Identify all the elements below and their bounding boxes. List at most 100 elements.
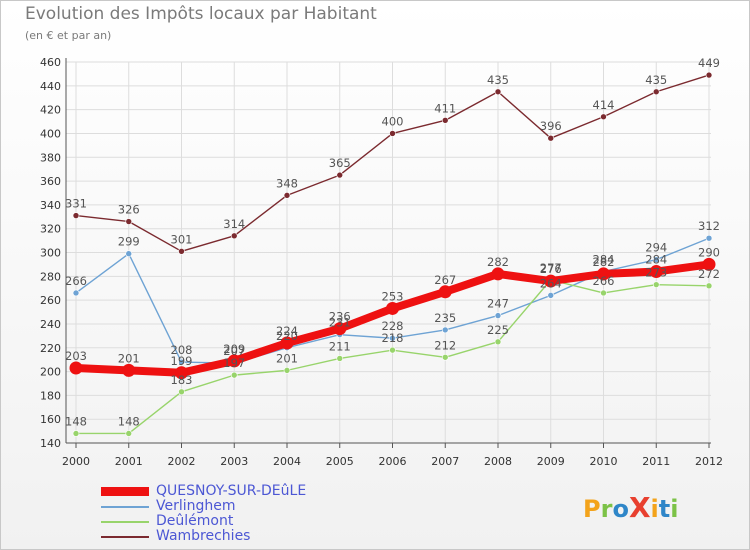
data-label: 183 [171, 373, 193, 387]
x-tick-label: 2005 [326, 455, 354, 468]
x-tick-label: 2003 [220, 455, 248, 468]
x-tick-label: 2011 [642, 455, 670, 468]
data-label: 209 [223, 342, 245, 356]
legend-item: Wambrechies [101, 529, 306, 544]
legend-item: QUESNOY-SUR-DEûLE [101, 484, 306, 499]
data-point [491, 267, 505, 281]
data-label: 266 [65, 274, 87, 288]
data-label: 207 [223, 344, 245, 358]
data-point [386, 301, 399, 315]
data-point [280, 336, 294, 350]
legend-swatch [101, 487, 149, 496]
data-point [441, 117, 449, 124]
data-point [125, 218, 133, 225]
data-label: 266 [593, 274, 615, 288]
y-tick-label: 180 [40, 389, 61, 402]
data-label: 299 [118, 235, 140, 249]
data-point [441, 326, 449, 334]
data-label: 312 [698, 219, 720, 233]
y-tick-label: 200 [40, 366, 61, 379]
data-label: 396 [540, 119, 562, 133]
data-point [494, 338, 502, 346]
data-point [283, 367, 291, 374]
data-label: 294 [645, 241, 667, 255]
data-point [122, 363, 136, 377]
data-label: 400 [382, 114, 404, 128]
data-label: 253 [382, 289, 404, 303]
data-point [336, 355, 344, 362]
data-point [227, 354, 241, 368]
data-point [283, 192, 291, 199]
data-label: 276 [540, 262, 562, 276]
data-label: 284 [645, 253, 667, 267]
x-tick-label: 2010 [590, 455, 618, 468]
y-tick-label: 340 [40, 199, 61, 212]
data-label: 148 [118, 414, 140, 428]
y-tick-label: 320 [40, 223, 61, 236]
data-point [600, 289, 607, 297]
legend-swatch [101, 505, 149, 508]
data-label: 365 [329, 156, 351, 170]
legend: QUESNOY-SUR-DEûLE Verlinghem Deûlémont Wamb… [101, 484, 306, 544]
data-label: 348 [276, 176, 298, 190]
data-label: 208 [171, 343, 193, 357]
chart-subtitle: (en € et par an) [25, 29, 112, 42]
data-label: 212 [434, 338, 456, 352]
data-label: 231 [329, 316, 351, 330]
data-point [230, 232, 238, 240]
legend-swatch [101, 520, 149, 523]
x-tick-label: 2000 [62, 455, 90, 468]
legend-label: Verlinghem [156, 498, 236, 514]
data-point [389, 346, 396, 354]
x-tick-label: 2001 [115, 455, 143, 468]
data-label: 411 [434, 101, 456, 115]
y-tick-label: 280 [40, 270, 61, 283]
data-label: 272 [698, 267, 720, 281]
x-tick-label: 2006 [379, 455, 407, 468]
data-label: 264 [540, 276, 562, 290]
data-point [230, 371, 238, 379]
data-label: 290 [698, 245, 720, 259]
data-label: 435 [645, 73, 667, 87]
data-point [494, 88, 502, 96]
data-label: 148 [65, 414, 87, 428]
data-label: 314 [223, 217, 245, 231]
data-point [336, 171, 344, 179]
y-tick-label: 300 [40, 247, 61, 260]
data-label: 201 [276, 351, 298, 365]
data-label: 197 [223, 356, 245, 370]
data-point [178, 358, 185, 366]
legend-item: Verlinghem [101, 499, 306, 514]
data-label: 203 [65, 349, 87, 363]
data-label: 414 [593, 98, 615, 112]
y-tick-label: 240 [40, 318, 61, 331]
chart-title: Evolution des Impôts locaux par Habitant [25, 4, 377, 24]
data-label: 331 [65, 197, 87, 211]
data-label: 273 [645, 266, 667, 280]
data-point [178, 388, 185, 396]
data-point [72, 430, 80, 437]
data-point [652, 88, 660, 96]
legend-label: Deûlémont [156, 513, 234, 529]
x-tick-label: 2012 [695, 455, 723, 468]
legend-swatch [101, 535, 149, 538]
data-label: 201 [118, 351, 140, 365]
data-point [544, 274, 558, 288]
data-point [125, 430, 133, 437]
data-labels: 331 326 301 314 348 365 400 411 435 396 414 435 449 2… [65, 56, 720, 428]
data-label: 284 [593, 253, 615, 267]
y-tick-label: 260 [40, 294, 61, 307]
data-label: 267 [434, 273, 456, 287]
x-tick-label: 2007 [431, 455, 459, 468]
data-point [705, 282, 713, 290]
y-tick-label: 440 [40, 80, 61, 93]
data-label: 224 [276, 324, 298, 338]
data-point [494, 312, 502, 319]
data-label: 435 [487, 73, 509, 87]
data-point [652, 281, 660, 288]
data-label: 211 [329, 339, 351, 353]
series-lines [69, 71, 716, 437]
y-tick-label: 160 [40, 413, 61, 426]
data-point [178, 248, 185, 255]
